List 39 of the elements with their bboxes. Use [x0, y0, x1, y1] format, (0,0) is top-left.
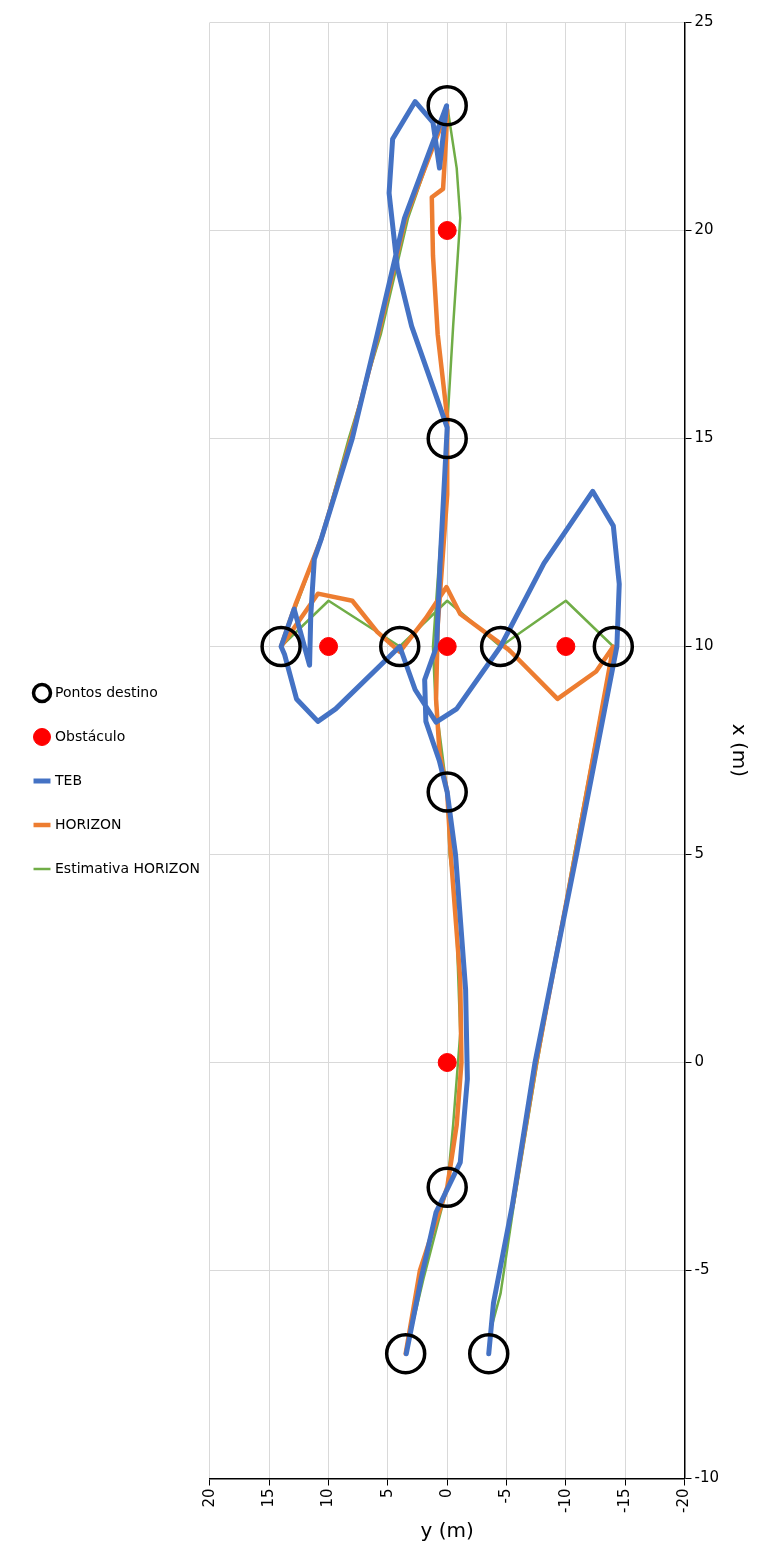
- x-tick-label: -15: [615, 1488, 634, 1513]
- legend-label: Estimativa HORIZON: [55, 859, 200, 876]
- x-tick-label: 10: [318, 1488, 337, 1508]
- legend-label: Pontos destino: [55, 683, 158, 700]
- y-tick-label: -10: [694, 1468, 719, 1487]
- point: [592, 625, 635, 668]
- point: [384, 1332, 427, 1375]
- point: [426, 771, 468, 813]
- x-tick-label: -20: [674, 1488, 693, 1513]
- x-tick-label: 20: [199, 1488, 218, 1508]
- x-axis-title: y (m): [420, 1518, 474, 1543]
- y-tick-label: 25: [694, 12, 714, 31]
- y-tick-label: -5: [694, 1260, 710, 1279]
- point: [479, 625, 522, 668]
- point: [426, 1166, 468, 1209]
- y-tick-label: 20: [694, 220, 714, 239]
- y-tick-label: 0: [694, 1052, 705, 1071]
- x-tick-label: 5: [377, 1488, 396, 1499]
- point: [437, 637, 457, 656]
- x-tick-label: -5: [496, 1488, 515, 1504]
- x-tick-label: 0: [437, 1488, 456, 1499]
- point: [437, 1053, 457, 1072]
- y-tick-label: 15: [694, 428, 714, 447]
- point: [426, 417, 468, 460]
- point: [467, 1332, 510, 1375]
- legend-label: TEB: [54, 771, 83, 788]
- legend-label: Obstáculo: [55, 727, 126, 744]
- point: [426, 84, 468, 127]
- y-tick-label: 5: [694, 844, 705, 863]
- point: [556, 637, 576, 656]
- point: [437, 221, 457, 240]
- y-tick-label: 10: [694, 636, 714, 655]
- point: [260, 625, 302, 668]
- point: [379, 625, 421, 668]
- x-tick-label: 15: [259, 1488, 278, 1508]
- y-axis-title: x (m): [727, 723, 752, 778]
- point: [319, 637, 339, 656]
- x-tick-label: -10: [555, 1488, 574, 1513]
- legend-label: HORIZON: [55, 815, 122, 832]
